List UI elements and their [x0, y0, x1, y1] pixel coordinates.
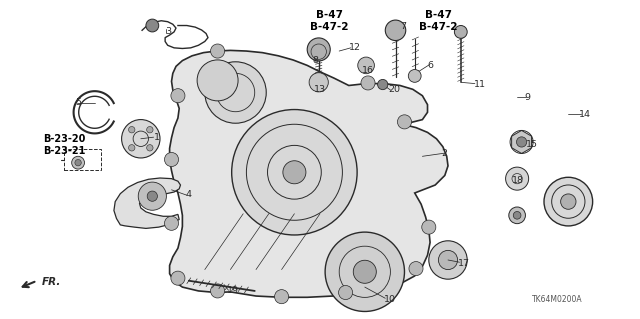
- Polygon shape: [511, 130, 532, 153]
- Text: 12: 12: [349, 43, 361, 52]
- Ellipse shape: [164, 152, 179, 167]
- Text: B-23-20
B-23-21: B-23-20 B-23-21: [44, 134, 86, 156]
- Ellipse shape: [197, 60, 238, 101]
- Ellipse shape: [544, 177, 593, 226]
- Ellipse shape: [561, 194, 576, 209]
- Text: 8: 8: [312, 56, 318, 65]
- Ellipse shape: [211, 44, 225, 58]
- Ellipse shape: [75, 160, 81, 166]
- Text: B-47
B-47-2: B-47 B-47-2: [419, 10, 458, 32]
- Text: 19: 19: [227, 286, 239, 295]
- Text: 9: 9: [525, 93, 531, 102]
- Text: 10: 10: [384, 295, 396, 304]
- Ellipse shape: [283, 161, 306, 184]
- Ellipse shape: [147, 127, 153, 133]
- Text: 14: 14: [579, 110, 591, 119]
- Ellipse shape: [358, 57, 374, 74]
- Bar: [64, 149, 101, 170]
- Text: 13: 13: [314, 85, 326, 94]
- Text: 5: 5: [76, 98, 81, 107]
- Ellipse shape: [147, 191, 157, 201]
- Text: 15: 15: [526, 140, 538, 149]
- Ellipse shape: [339, 286, 353, 300]
- Text: 6: 6: [428, 61, 433, 70]
- Ellipse shape: [438, 250, 458, 270]
- Text: 1: 1: [154, 133, 159, 142]
- Ellipse shape: [232, 109, 357, 235]
- Ellipse shape: [509, 207, 525, 224]
- Ellipse shape: [307, 38, 330, 61]
- Ellipse shape: [385, 20, 406, 41]
- Text: FR.: FR.: [42, 277, 61, 287]
- Ellipse shape: [325, 232, 404, 311]
- Ellipse shape: [309, 73, 328, 92]
- Ellipse shape: [146, 19, 159, 32]
- Ellipse shape: [408, 70, 421, 82]
- Ellipse shape: [513, 211, 521, 219]
- Ellipse shape: [122, 120, 160, 158]
- Text: 4: 4: [186, 190, 191, 199]
- Ellipse shape: [171, 89, 185, 103]
- Text: 16: 16: [362, 66, 374, 75]
- Ellipse shape: [164, 216, 179, 230]
- Ellipse shape: [422, 220, 436, 234]
- Text: 7: 7: [400, 22, 406, 31]
- Ellipse shape: [129, 127, 135, 133]
- Text: 20: 20: [388, 85, 401, 94]
- Ellipse shape: [311, 73, 326, 88]
- Text: 3: 3: [165, 27, 172, 36]
- Ellipse shape: [205, 62, 266, 123]
- Text: 2: 2: [442, 149, 447, 158]
- Text: 11: 11: [474, 80, 486, 89]
- Ellipse shape: [129, 145, 135, 151]
- Text: TK64M0200A: TK64M0200A: [531, 295, 582, 304]
- Ellipse shape: [72, 156, 84, 169]
- Ellipse shape: [361, 76, 375, 90]
- Ellipse shape: [429, 241, 467, 279]
- Ellipse shape: [378, 79, 388, 90]
- Ellipse shape: [138, 182, 166, 210]
- Text: 17: 17: [458, 259, 470, 268]
- Ellipse shape: [516, 137, 527, 147]
- Polygon shape: [170, 50, 448, 297]
- Ellipse shape: [409, 262, 423, 276]
- Ellipse shape: [275, 290, 289, 304]
- Ellipse shape: [454, 26, 467, 38]
- Text: 18: 18: [512, 176, 524, 185]
- Ellipse shape: [147, 145, 153, 151]
- Ellipse shape: [171, 271, 185, 285]
- Ellipse shape: [353, 260, 376, 283]
- Polygon shape: [114, 178, 180, 228]
- Ellipse shape: [506, 167, 529, 190]
- Ellipse shape: [211, 284, 225, 298]
- Text: B-47
B-47-2: B-47 B-47-2: [310, 10, 349, 32]
- Ellipse shape: [397, 115, 412, 129]
